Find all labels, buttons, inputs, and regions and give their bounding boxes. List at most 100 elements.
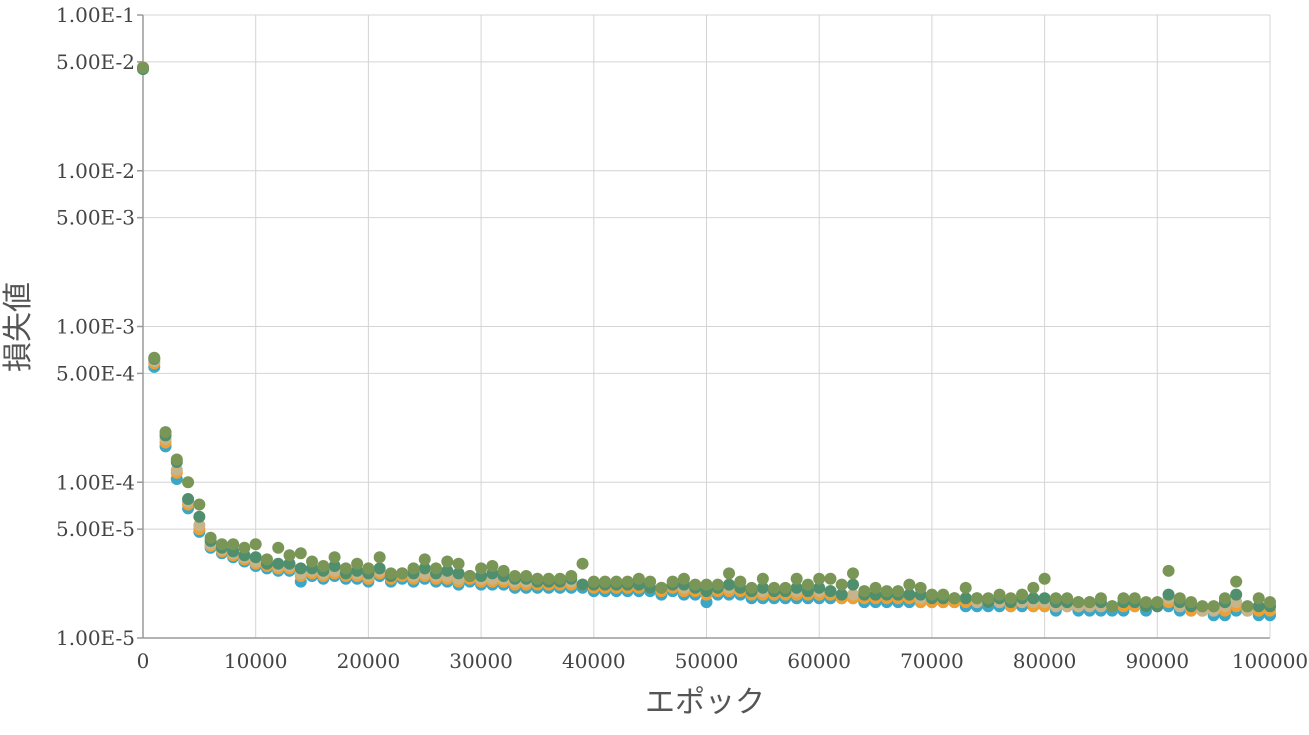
data-point — [260, 553, 273, 566]
data-point — [847, 578, 860, 591]
data-point — [903, 588, 916, 601]
data-point — [847, 567, 860, 580]
data-point — [215, 538, 228, 551]
y-tick-label: 1.00E-3 — [56, 315, 135, 339]
x-tick-label: 100000 — [1232, 649, 1308, 673]
data-points — [137, 61, 1276, 622]
data-point — [137, 61, 149, 74]
data-point — [351, 557, 364, 570]
data-point — [193, 510, 206, 523]
data-point — [1185, 596, 1198, 609]
data-point — [227, 538, 240, 551]
x-tick-label: 20000 — [337, 649, 401, 673]
data-point — [711, 578, 724, 591]
data-point — [294, 562, 307, 575]
data-point — [801, 578, 814, 591]
axes — [137, 14, 1271, 639]
y-tick-label: 5.00E-3 — [56, 206, 135, 230]
data-point — [1230, 575, 1243, 588]
x-tick-label: 0 — [137, 649, 150, 673]
data-point — [599, 575, 612, 588]
data-point — [238, 541, 251, 554]
data-point — [452, 557, 465, 570]
data-point — [272, 541, 285, 554]
data-point — [283, 557, 296, 570]
x-tick-label: 50000 — [675, 649, 739, 673]
data-point — [520, 570, 533, 583]
data-point — [835, 588, 848, 601]
data-point — [835, 578, 848, 591]
data-point — [294, 547, 307, 560]
y-tick-label: 1.00E-5 — [56, 626, 135, 650]
data-point — [790, 572, 803, 585]
data-point — [745, 581, 758, 594]
data-point — [373, 551, 386, 564]
data-point — [1252, 592, 1265, 605]
data-point — [903, 578, 916, 591]
data-point — [542, 572, 555, 585]
x-tick-label: 10000 — [224, 649, 288, 673]
data-point — [306, 555, 319, 568]
data-point — [531, 572, 544, 585]
data-point — [824, 585, 837, 598]
data-point — [1241, 600, 1254, 613]
data-point — [689, 578, 702, 591]
x-tick-label: 60000 — [787, 649, 851, 673]
data-point — [1117, 592, 1130, 605]
data-point — [283, 549, 296, 562]
data-point — [824, 572, 837, 585]
data-point — [1106, 600, 1119, 613]
data-point — [914, 581, 927, 594]
y-tick-label: 5.00E-5 — [56, 517, 135, 541]
data-point — [959, 592, 972, 605]
data-point — [418, 562, 431, 575]
data-point — [396, 567, 409, 580]
data-point — [193, 519, 206, 532]
data-point — [553, 572, 566, 585]
y-tick-label: 5.00E-4 — [56, 361, 135, 385]
data-point — [768, 581, 781, 594]
data-point — [790, 581, 803, 594]
data-point — [644, 575, 657, 588]
data-point — [148, 351, 161, 364]
x-tick-label: 30000 — [449, 649, 513, 673]
data-point — [475, 562, 488, 575]
data-point — [1038, 592, 1051, 605]
data-point — [486, 559, 499, 572]
data-point — [756, 572, 769, 585]
data-point — [959, 581, 972, 594]
data-point — [677, 572, 690, 585]
y-tick-label: 1.00E-2 — [56, 159, 135, 183]
data-point — [632, 572, 645, 585]
data-point — [1027, 592, 1040, 605]
data-point — [993, 588, 1006, 601]
data-point — [1218, 592, 1231, 605]
data-point — [1094, 592, 1107, 605]
data-point — [948, 592, 961, 605]
data-point — [441, 555, 454, 568]
data-point — [1140, 596, 1153, 609]
data-point — [317, 559, 330, 572]
data-point — [1151, 596, 1164, 609]
data-point — [925, 588, 938, 601]
data-point — [497, 564, 510, 577]
x-tick-labels: 0 10000 20000 30000 40000 50000 60000 70000 8000… — [137, 649, 1309, 673]
data-point — [339, 562, 352, 575]
data-point — [565, 570, 578, 583]
data-point — [723, 578, 736, 591]
data-point — [610, 575, 623, 588]
data-point — [576, 578, 589, 591]
data-point — [576, 557, 589, 570]
data-point — [813, 581, 826, 594]
data-point — [723, 567, 736, 580]
data-point — [587, 575, 600, 588]
y-tick-label: 5.00E-2 — [56, 50, 135, 74]
x-axis-title: エポック — [645, 685, 765, 720]
data-point — [756, 581, 769, 594]
data-point — [182, 476, 195, 489]
data-point — [779, 581, 792, 594]
data-point — [407, 562, 420, 575]
data-point — [1264, 596, 1276, 609]
